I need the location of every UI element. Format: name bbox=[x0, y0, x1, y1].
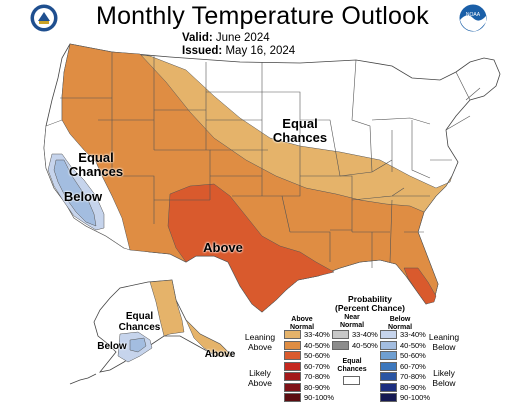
label-equal-chances-ne: Equal Chances bbox=[272, 116, 328, 145]
legend-swatch-near-0 bbox=[332, 330, 349, 339]
legend-label-above-6: 90-100% bbox=[304, 393, 335, 402]
legend-swatch-above-4 bbox=[284, 372, 301, 381]
legend-leaning-above: Leaning Above bbox=[244, 332, 276, 352]
issued-value: May 16, 2024 bbox=[225, 45, 296, 57]
legend-label-below-4: 70-80% bbox=[400, 372, 426, 381]
doc-seal-icon bbox=[30, 4, 58, 32]
valid-label: Valid: bbox=[182, 32, 213, 44]
legend-label-below-3: 60-70% bbox=[400, 361, 426, 371]
above-50-60-region bbox=[167, 183, 335, 313]
legend-col-near: Near Normal bbox=[339, 314, 365, 329]
legend-swatch-below-2 bbox=[380, 351, 397, 360]
aleutian-islands bbox=[69, 373, 97, 385]
legend-swatch-above-5 bbox=[284, 382, 301, 392]
legend-label-below-5: 80-90% bbox=[400, 382, 426, 392]
label-above-ak: Above bbox=[204, 349, 236, 360]
alaska-below-40-50-region bbox=[129, 337, 147, 353]
legend-leaning-below: Leaning Below bbox=[428, 332, 460, 352]
legend-label-below-1: 40-50% bbox=[400, 340, 426, 350]
issued-row: Issued: May 16, 2024 bbox=[182, 45, 295, 57]
legend-swatch-above-0 bbox=[284, 330, 301, 339]
valid-row: Valid: June 2024 bbox=[182, 32, 270, 44]
probability-legend: Probability (Percent Chance) Above Norma… bbox=[240, 292, 525, 405]
florida-above-50-60-region bbox=[403, 267, 437, 305]
alaska-se-above-region bbox=[185, 319, 233, 357]
alaska-above-region bbox=[149, 279, 185, 337]
below-40-50-region bbox=[53, 159, 97, 227]
legend-swatch-above-1 bbox=[284, 340, 301, 350]
legend-swatch-below-1 bbox=[380, 340, 397, 350]
legend-label-below-0: 33-40% bbox=[400, 330, 426, 339]
legend-label-near-0: 33-40% bbox=[352, 330, 378, 339]
legend-equal-chances-swatch bbox=[343, 376, 360, 385]
legend-title-line2: (Percent Chance) bbox=[335, 303, 405, 313]
legend-swatch-below-5 bbox=[380, 382, 397, 392]
legend-likely-above: Likely Above bbox=[247, 368, 273, 388]
legend-swatch-below-4 bbox=[380, 372, 397, 381]
legend-label-above-2: 50-60% bbox=[304, 351, 330, 360]
legend-swatch-near-1 bbox=[332, 340, 349, 350]
legend-label-above-4: 70-80% bbox=[304, 372, 330, 381]
legend-title-line1: Probability bbox=[348, 294, 392, 304]
legend-swatch-below-3 bbox=[380, 361, 397, 371]
state-borders bbox=[60, 52, 481, 268]
label-below-ak: Below bbox=[97, 341, 127, 352]
legend-swatch-below-6 bbox=[380, 393, 397, 402]
label-equal-chances-west: Equal Chances bbox=[68, 150, 124, 179]
legend-equal-chances-label: Equal Chances bbox=[337, 358, 367, 373]
noaa-logo-text: NOAA bbox=[466, 12, 481, 18]
legend-swatch-above-2 bbox=[284, 351, 301, 360]
noaa-logo-icon: NOAA bbox=[459, 4, 487, 32]
valid-value: June 2024 bbox=[215, 32, 270, 44]
legend-label-below-6: 90-100% bbox=[400, 393, 431, 402]
issued-label: Issued: bbox=[182, 45, 223, 57]
legend-swatch-above-6 bbox=[284, 393, 301, 402]
legend-label-below-2: 50-60% bbox=[400, 351, 426, 360]
label-above-south: Above bbox=[203, 240, 243, 255]
legend-likely-below: Likely Below bbox=[432, 368, 456, 388]
label-equal-chances-ak: Equal Chances bbox=[118, 311, 161, 333]
page-title: Monthly Temperature Outlook bbox=[96, 2, 429, 30]
legend-label-above-5: 80-90% bbox=[304, 382, 330, 392]
legend-label-near-1: 40-50% bbox=[352, 340, 378, 350]
legend-col-below: Below Normal bbox=[387, 316, 413, 331]
legend-label-above-1: 40-50% bbox=[304, 340, 330, 350]
label-below-west: Below bbox=[63, 189, 103, 204]
legend-col-above: Above Normal bbox=[289, 316, 315, 331]
legend-swatch-above-3 bbox=[284, 361, 301, 371]
legend-label-above-0: 33-40% bbox=[304, 330, 330, 339]
legend-swatch-below-0 bbox=[380, 330, 397, 339]
legend-label-above-3: 60-70% bbox=[304, 361, 330, 371]
